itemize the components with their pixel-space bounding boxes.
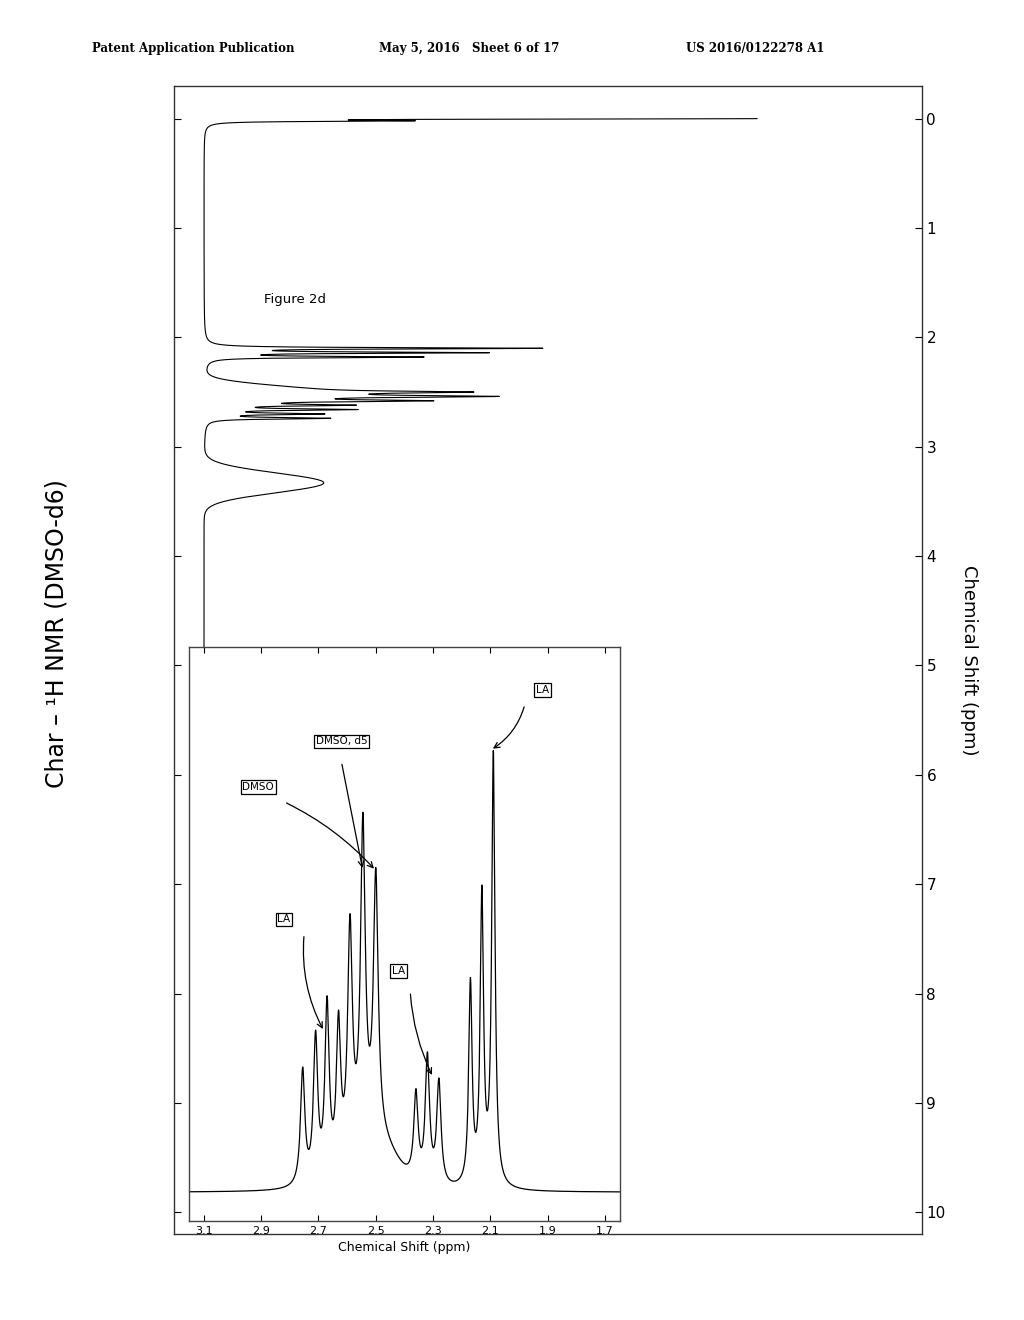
Text: US 2016/0122278 A1: US 2016/0122278 A1 (686, 42, 824, 55)
Text: Patent Application Publication: Patent Application Publication (92, 42, 295, 55)
Text: May 5, 2016   Sheet 6 of 17: May 5, 2016 Sheet 6 of 17 (379, 42, 559, 55)
Text: LA: LA (392, 966, 406, 975)
Text: DMSO, d5: DMSO, d5 (315, 737, 368, 746)
Y-axis label: Chemical Shift (ppm): Chemical Shift (ppm) (959, 565, 978, 755)
Text: FA: FA (328, 940, 343, 953)
Text: Figure 2d: Figure 2d (264, 293, 326, 305)
Text: Char – ¹H NMR (DMSO-d6): Char – ¹H NMR (DMSO-d6) (44, 479, 69, 788)
Text: LA: LA (278, 915, 291, 924)
Text: LA: LA (536, 685, 549, 694)
X-axis label: Chemical Shift (ppm): Chemical Shift (ppm) (338, 1241, 471, 1254)
Text: DMSO: DMSO (243, 783, 274, 792)
